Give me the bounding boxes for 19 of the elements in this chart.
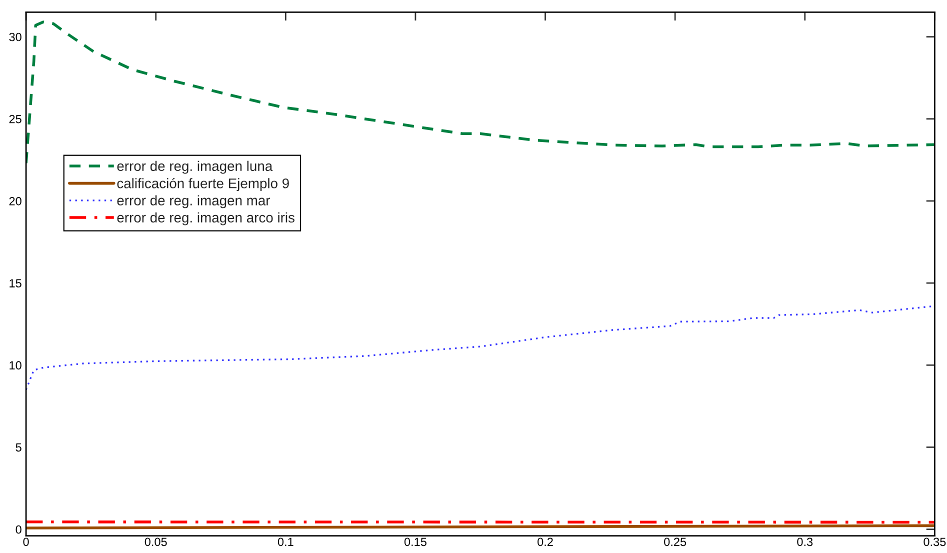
x-tick-label: 0.25 (664, 538, 686, 546)
legend-label: error de reg. imagen mar (117, 195, 270, 208)
y-tick-label: 25 (9, 114, 22, 124)
x-tick-label: 0.2 (538, 538, 553, 546)
y-tick-label: 15 (10, 279, 22, 288)
x-tick-label: 0.05 (144, 538, 167, 546)
y-tick-label: 30 (9, 32, 22, 42)
legend-label: error de reg. imagen arco iris (117, 212, 294, 226)
x-tick-label: 0.35 (924, 538, 946, 546)
legend-label: error de reg. imagen luna (117, 160, 273, 174)
y-tick-label: 5 (16, 443, 22, 452)
x-tick-label: 0.3 (797, 538, 813, 546)
y-tick-label: 20 (9, 196, 22, 206)
x-tick-label: 0.15 (404, 538, 426, 546)
x-tick-label: 0.1 (278, 538, 294, 546)
x-tick-label: 0 (23, 538, 29, 546)
legend-label: calificación fuerte Ejemplo 9 (117, 178, 289, 192)
y-tick-label: 0 (16, 525, 22, 534)
y-tick-label: 10 (10, 361, 22, 370)
